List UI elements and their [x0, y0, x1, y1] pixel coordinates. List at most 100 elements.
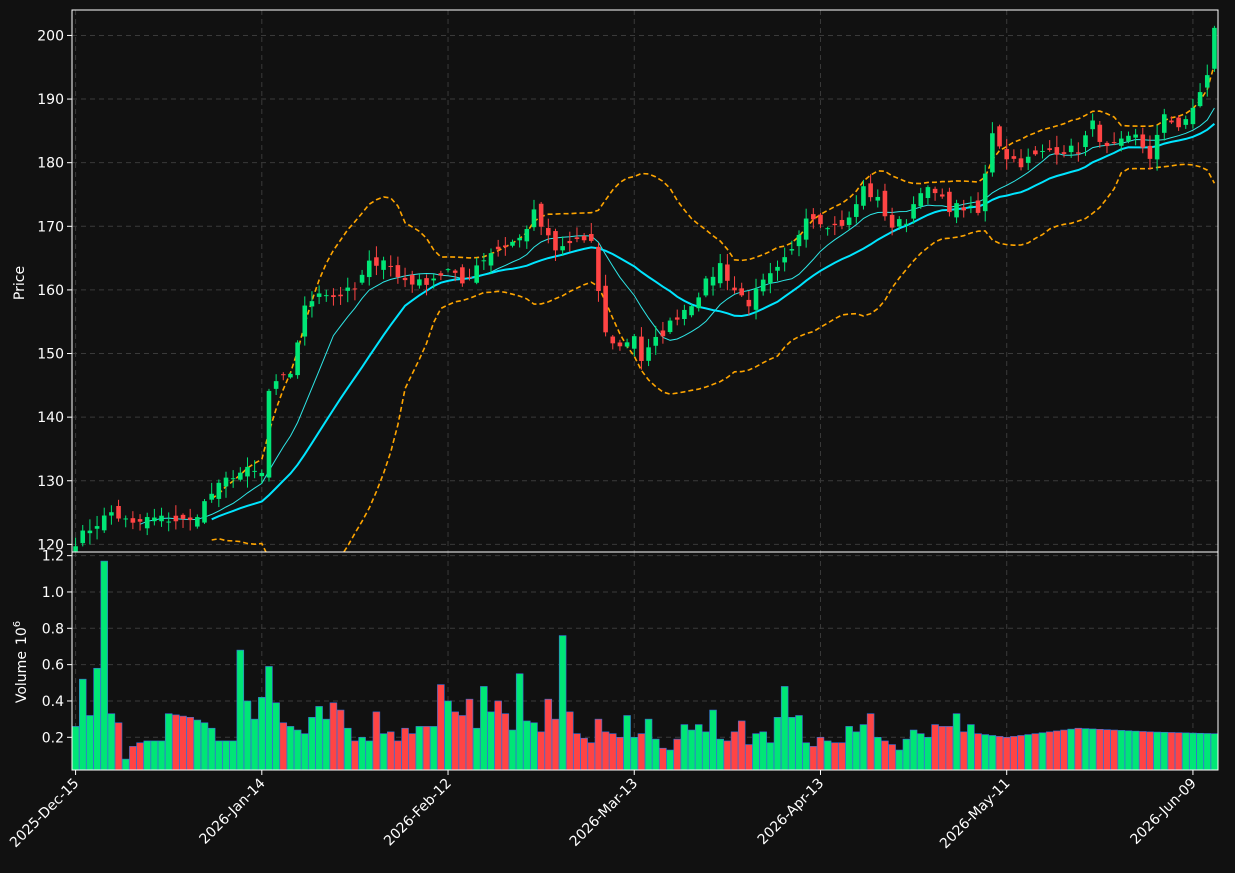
volume-bar	[580, 737, 588, 770]
volume-bar	[773, 717, 782, 770]
volume-bar	[752, 733, 760, 770]
candle-body	[968, 205, 974, 207]
volume-bar	[200, 722, 209, 770]
long-ma-line	[211, 123, 1216, 521]
candle-body	[717, 263, 723, 284]
volume-bar	[480, 686, 488, 770]
candle-body	[760, 279, 766, 292]
candle-body	[474, 265, 479, 283]
volume-bar	[301, 733, 309, 770]
volume-bar	[687, 729, 696, 770]
volume-bar	[866, 713, 875, 770]
candle-body	[1212, 27, 1217, 69]
volume-bar	[1196, 732, 1204, 770]
candle-body	[588, 233, 594, 241]
volume-bar	[279, 722, 288, 770]
volume-bar	[93, 667, 101, 770]
volume-bar	[637, 733, 646, 770]
candle-body	[73, 546, 78, 552]
volume-bar	[250, 718, 259, 770]
volume-bar	[881, 740, 889, 770]
volume-bar	[229, 740, 237, 770]
short-ma-line	[139, 107, 1215, 525]
volume-bar	[530, 722, 538, 770]
volume-bar	[1160, 731, 1169, 770]
candle-body	[739, 288, 744, 296]
volume-bar	[537, 731, 545, 770]
candle-body	[1004, 149, 1009, 160]
volume-bar	[924, 736, 932, 770]
volume-bar	[243, 700, 252, 770]
candle-body	[309, 301, 315, 307]
candle-body	[531, 209, 537, 228]
volume-bar	[852, 731, 861, 770]
volume-tick-label: 1.2	[42, 549, 64, 565]
volume-bar	[759, 731, 767, 770]
volume-bar	[831, 742, 839, 770]
volume-bar	[121, 758, 130, 770]
volume-bar	[874, 736, 882, 770]
volume-bar	[659, 747, 667, 770]
candle-body	[288, 373, 293, 378]
candle-body	[1054, 147, 1060, 155]
candle-body	[832, 223, 838, 226]
volume-bar	[938, 726, 946, 770]
volume-bar	[902, 738, 911, 770]
volume-bar	[1174, 732, 1183, 770]
volume-bar	[207, 727, 216, 770]
price-axis-label: Price	[12, 266, 28, 300]
candle-body	[238, 472, 243, 480]
price-tick-label: 190	[37, 92, 64, 108]
volume-bar	[458, 715, 467, 770]
volume-bar	[437, 684, 445, 770]
candle-body	[839, 219, 845, 226]
candle-body	[1176, 117, 1181, 128]
candle-body	[503, 245, 508, 248]
volume-bar	[859, 724, 868, 770]
candle-body	[803, 218, 809, 240]
candle-body	[846, 217, 852, 225]
candle-body	[488, 253, 494, 266]
price-grid	[72, 10, 1218, 552]
candle-body	[696, 297, 702, 309]
candle-body	[338, 294, 343, 297]
candle-body	[137, 519, 143, 522]
candle-body	[431, 278, 436, 281]
candle-body	[961, 207, 967, 211]
candle-body	[445, 269, 451, 271]
candle-body	[510, 241, 515, 246]
volume-bar	[652, 738, 660, 770]
candle-body	[560, 246, 565, 251]
candle-body	[273, 381, 279, 389]
candle-body	[954, 203, 959, 218]
candle-body	[259, 472, 265, 477]
volume-bar	[265, 666, 273, 770]
price-tick-label: 160	[37, 283, 64, 299]
candle-body	[281, 374, 286, 376]
candle-body	[546, 228, 551, 236]
candle-body	[381, 260, 386, 270]
volume-bar	[838, 742, 846, 770]
candle-body	[424, 278, 429, 285]
volume-bar	[981, 734, 989, 770]
volume-bar	[995, 736, 1004, 770]
volume-bar	[959, 731, 968, 770]
candle-body	[882, 190, 888, 217]
candle-body	[230, 478, 236, 480]
volume-bar	[1010, 736, 1018, 770]
volume-bar	[508, 729, 517, 770]
candle-body	[295, 342, 300, 376]
upper-band-line	[211, 64, 1216, 500]
volume-bar	[1067, 728, 1075, 770]
price-y-axis: 120 130 140 150 160 170 180 190 200	[37, 28, 72, 553]
volume-bar	[322, 718, 331, 770]
candle-body	[610, 336, 616, 344]
volume-tick-label: 0.6	[42, 658, 64, 674]
volume-bar	[845, 726, 853, 770]
candle-body	[689, 306, 694, 316]
candle-body	[1104, 142, 1110, 147]
volume-bar	[472, 727, 481, 770]
candle-body	[1061, 152, 1067, 154]
candle-body	[1183, 119, 1189, 125]
candle-body	[316, 293, 322, 297]
